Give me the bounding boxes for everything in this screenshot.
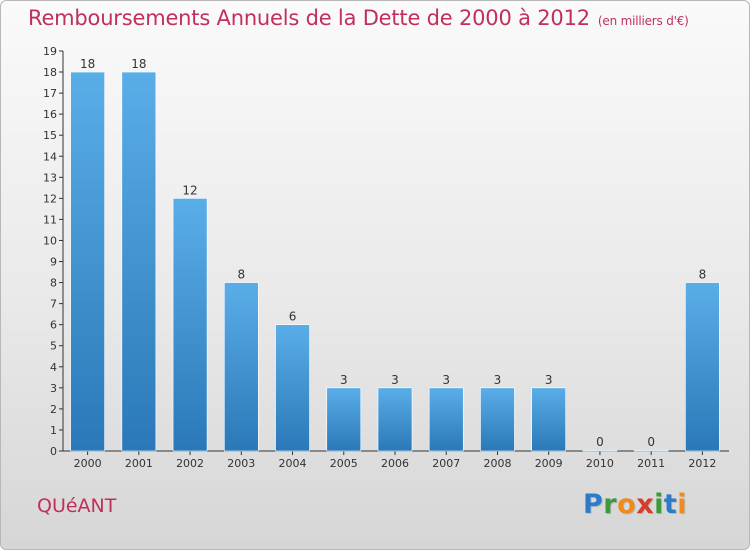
y-tick-label: 9: [50, 256, 57, 269]
data-label: 18: [80, 57, 95, 71]
chart-data-labels: 18 18 12 8 6 3 3 3 3 3 0 0 8: [80, 57, 706, 449]
logo-letter: t: [663, 489, 678, 520]
data-label: 3: [340, 373, 348, 387]
x-tick-label: 2007: [432, 457, 460, 470]
y-tick-label: 8: [50, 277, 57, 290]
bar-2011: [633, 449, 669, 452]
logo-letter: o: [617, 489, 637, 520]
data-label: 0: [647, 435, 655, 449]
bar-2009: [531, 387, 566, 452]
chart-unit: (en milliers d'€): [597, 14, 689, 28]
y-tick-label: 11: [43, 213, 57, 226]
bar-2004: [275, 324, 310, 452]
bar-2000: [70, 71, 105, 452]
logo-letter: P: [583, 489, 604, 520]
x-tick-label: 2012: [688, 457, 716, 470]
x-tick-label: 2008: [483, 457, 511, 470]
data-label: 12: [182, 183, 197, 197]
x-tick-label: 2001: [125, 457, 153, 470]
data-label: 3: [391, 373, 399, 387]
bar-2007: [428, 387, 464, 452]
x-tick-label: 2002: [176, 457, 204, 470]
y-tick-label: 1: [50, 424, 57, 437]
x-tick-label: 2005: [330, 457, 358, 470]
data-label: 8: [699, 268, 707, 282]
bar-2010: [582, 449, 618, 452]
y-tick-label: 2: [50, 403, 57, 416]
chart-title-text: Remboursements Annuels de la Dette de 20…: [28, 6, 590, 30]
y-tick-label: 13: [43, 171, 57, 184]
x-tick-label: 2003: [227, 457, 255, 470]
y-tick-label: 7: [50, 298, 57, 311]
y-tick-label: 15: [43, 129, 57, 142]
data-label: 8: [237, 268, 245, 282]
data-label: 3: [442, 373, 450, 387]
x-tick-label: 2009: [535, 457, 563, 470]
logo-letter: i: [677, 489, 688, 520]
logo-letter: x: [636, 489, 655, 520]
logo-letter: i: [654, 489, 664, 520]
y-tick-label: 6: [50, 319, 57, 332]
commune-name: QUéANT: [37, 495, 117, 517]
data-label: 18: [131, 57, 146, 71]
data-label: 3: [494, 373, 502, 387]
x-tick-label: 2000: [74, 457, 102, 470]
data-label: 6: [289, 310, 297, 324]
x-tick-label: 2006: [381, 457, 409, 470]
y-tick-label: 0: [50, 445, 57, 458]
x-tick-label: 2004: [279, 457, 307, 470]
y-tick-label: 5: [50, 340, 57, 353]
y-tick-label: 18: [43, 66, 57, 79]
x-tick-label: 2011: [637, 457, 665, 470]
data-label: 0: [596, 435, 604, 449]
y-tick-label: 12: [43, 192, 57, 205]
bar-2008: [480, 387, 515, 452]
y-tick-label: 19: [43, 45, 57, 58]
bar-2012: [685, 282, 720, 452]
bar-2005: [326, 387, 362, 452]
logo-letter: r: [603, 489, 618, 520]
bar-2006: [377, 387, 413, 452]
bar-2003: [224, 282, 259, 452]
y-tick-label: 3: [50, 382, 57, 395]
chart-bars: [70, 71, 720, 452]
x-tick-label: 2010: [586, 457, 614, 470]
y-tick-label: 16: [43, 108, 57, 121]
proxiti-logo: Proxiti: [583, 489, 687, 520]
chart-title: Remboursements Annuels de la Dette de 20…: [28, 6, 689, 30]
y-tick-label: 4: [50, 361, 57, 374]
bar-2001: [121, 71, 157, 452]
bar-2002: [172, 198, 208, 452]
data-label: 3: [545, 373, 553, 387]
y-tick-label: 14: [43, 150, 57, 163]
y-tick-label: 10: [43, 234, 57, 247]
y-tick-label: 17: [43, 87, 57, 100]
